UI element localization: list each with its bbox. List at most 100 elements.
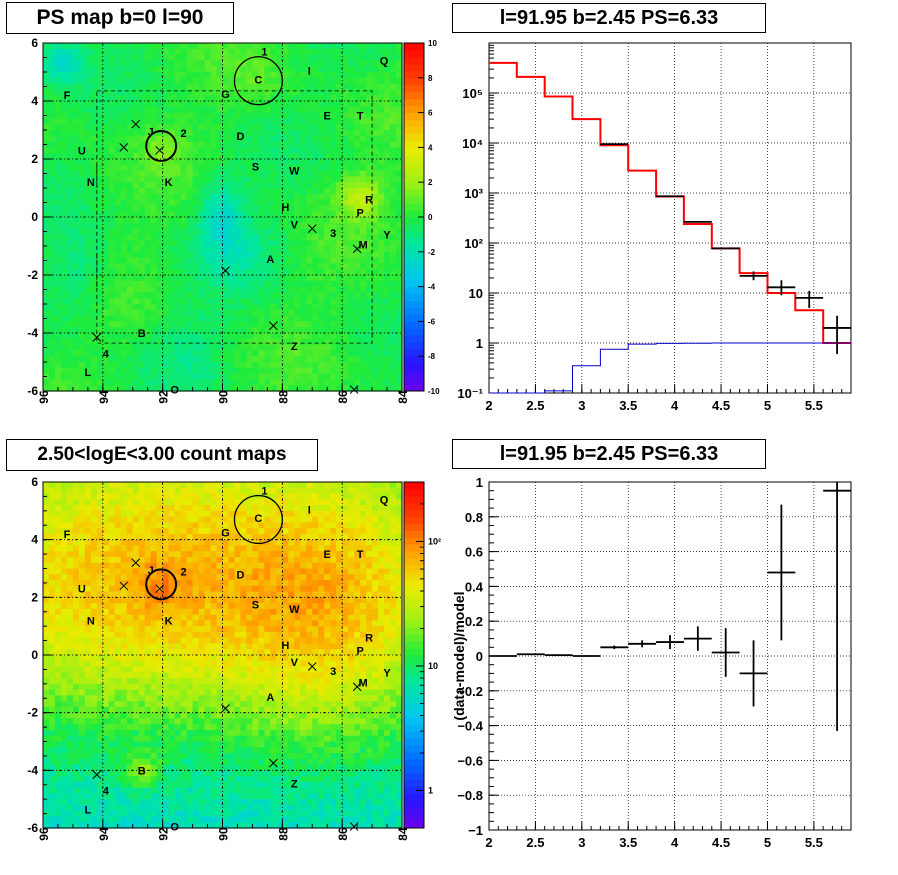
source-circle [145,129,178,162]
source-label: P [356,646,363,658]
source-label: I [308,66,311,78]
count-map-x-tick-label: 84 [396,827,410,841]
source-label: A [266,254,274,266]
residual-grid [489,482,851,830]
ps-map-x-tick-label: 90 [217,390,231,404]
residual-y-tick-label: 0.4 [465,579,484,594]
source-label: 3 [330,666,336,678]
source-label: Y [383,229,391,241]
colorbar-tick-label: 10 [428,39,437,48]
colorbar-tick-label: 0 [428,213,433,222]
spectrum-x-tick-label: 2.5 [526,398,544,413]
spectrum-y-tick-label: 10³ [464,186,483,201]
count-map-y-tick-label: 4 [31,533,38,547]
colorbar-tick-label: -2 [428,248,436,257]
source-label: M [359,677,368,689]
count-map-y-tick-label: -4 [27,763,38,777]
source-cross [119,581,129,591]
source-label: E [324,111,331,123]
spectrum-frame [488,42,852,394]
source-label: L [85,367,92,379]
source-cross [352,244,362,254]
region-rect [96,90,373,344]
colorbar-tick-label: 10² [428,536,441,546]
source-label: 1 [261,47,267,59]
count-map-x-tick-label: 92 [157,827,171,841]
source-cross [221,266,230,276]
source-circle [233,494,283,545]
source-label: Q [380,55,389,67]
source-label: R [365,195,373,207]
residual-x-tick-label: 5 [764,835,771,850]
source-cross [307,224,317,233]
source-label: T [357,549,364,561]
source-label: J [148,565,154,577]
spectrum-x-tick-label: 3 [578,398,585,413]
colorbar-tick-label: -10 [428,387,440,396]
source-label: 1 [261,486,267,498]
ps-map-x-tick-label: 88 [276,390,290,404]
count-map-x-tick-label: 86 [336,827,350,841]
count-map-x-tick-label: 90 [217,827,231,841]
residual-y-tick-label: −1 [468,823,483,838]
residual-x-tick-label: 4.5 [712,835,730,850]
source-cross [92,332,102,342]
count-map-title: 2.50<logE<3.00 count maps [6,439,318,471]
ps-map-x-tick-label: 86 [336,390,350,404]
count-map-y-tick-label: 6 [31,475,38,489]
ps-map-colorbar [403,42,425,392]
spectrum-y-tick-label: 10² [464,236,483,251]
source-label: B [138,328,146,340]
source-label: U [78,584,86,596]
colorbar-tick-label: -4 [428,283,436,292]
count-map-y-tick-label: -2 [27,706,38,720]
count-map-x-tick-label: 88 [276,827,290,841]
source-label: Z [291,778,298,790]
count-map-y-tick-label: 0 [31,648,38,662]
source-label: B [138,765,146,777]
source-cross [131,558,141,568]
spectrum-x-tick-label: 3.5 [619,398,637,413]
source-cross [349,822,359,831]
residual-y-tick-label: 0.8 [465,510,483,525]
source-cross [269,758,278,768]
ps-map-y-tick-label: 0 [31,210,38,224]
colorbar-tick-label: 1 [428,786,433,796]
source-cross [349,385,359,394]
ps-map-heat-cells [43,43,403,392]
source-cross [92,770,102,780]
source-label: O [170,822,179,834]
ps-map-x-tick-label: 96 [37,390,51,404]
source-label: A [266,692,274,704]
source-label: 2 [181,566,187,578]
ps-map-y-tick-label: 6 [31,36,38,50]
residual-y-tick-label: 0.6 [465,545,483,560]
source-label: 4 [103,348,110,360]
ps-map-x-tick-label: 92 [157,390,171,404]
source-cross [155,584,165,594]
spectrum-x-tick-label: 5.5 [805,398,823,413]
count-map-x-tick-label: 94 [97,827,111,841]
source-label: K [165,615,173,627]
source-label: D [236,569,244,581]
source-label: W [289,604,300,616]
source-label: F [64,529,71,541]
source-label: P [356,208,363,220]
spectrum-y-tick-label: 1 [476,336,483,351]
residual-y-tick-label: 1 [476,475,483,490]
ps-map-y-tick-label: 4 [31,94,38,108]
residual-point [600,645,629,650]
source-circle [233,56,283,106]
residual-y-tick-label: 0.2 [465,614,483,629]
source-label: V [291,657,299,669]
residual-point [656,635,684,650]
source-label: 3 [330,228,336,240]
source-label: R [365,633,373,645]
source-label: U [78,145,86,157]
source-label: D [236,131,244,143]
data-point [795,290,824,309]
residual-point [683,626,712,651]
spectrum-y-tick-label: 10⁴ [462,136,483,151]
spectrum-x-tick-label: 2 [485,398,492,413]
source-label: F [64,90,71,102]
